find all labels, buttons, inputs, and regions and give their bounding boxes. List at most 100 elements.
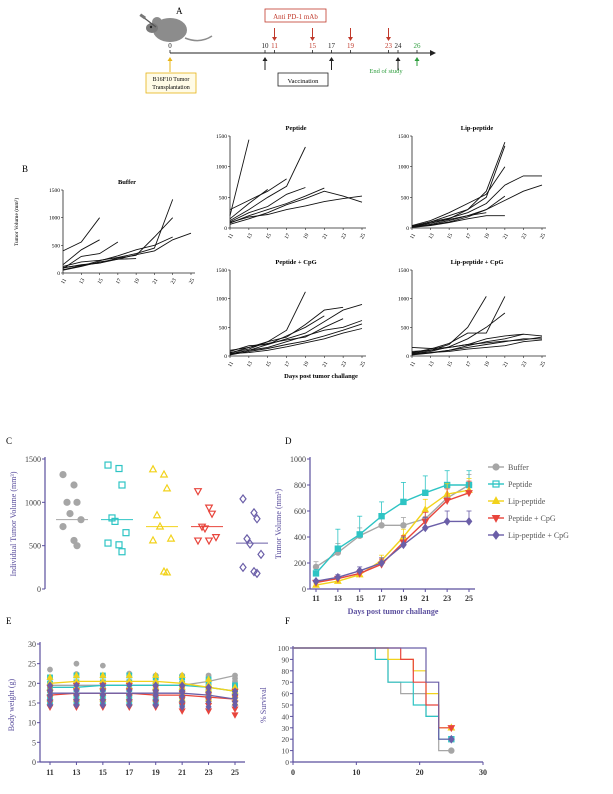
timeline-day-label: 0 [168, 42, 172, 50]
mouse-growth-line [411, 212, 487, 227]
data-point [179, 692, 186, 701]
data-point [47, 666, 53, 673]
data-point [250, 566, 258, 577]
series-line [315, 484, 469, 574]
y-tick-label: 5 [32, 738, 36, 747]
data-point [73, 681, 80, 690]
x-tick-label: 17 [465, 232, 473, 240]
x-tick-label: 15 [97, 277, 105, 285]
data-point [70, 536, 78, 545]
x-tick-label: 25 [539, 232, 547, 240]
data-point [118, 481, 126, 489]
vaccination-arrowhead [262, 57, 268, 61]
y-tick-label: 500 [29, 542, 41, 551]
panel-b-subplot: 0 500 1000 1500 11 13 15 17 19 21 23 25 Peptide + Cp… [216, 259, 367, 368]
vaccination-arrowhead [395, 57, 401, 61]
vaccination-label: Vaccination [288, 78, 319, 85]
data-point [312, 576, 320, 586]
data-point [73, 660, 80, 667]
y-tick-label: 400 [294, 533, 306, 542]
panel-b-ylabel: Tumor Volume (mm³) [13, 198, 20, 246]
x-tick-label: 21 [152, 277, 160, 285]
y-tick-label: 40 [282, 712, 290, 721]
panel-b-subplot: 0 500 1000 1500 11 13 15 17 19 21 23 25 Buffer [49, 179, 196, 285]
data-point [204, 504, 214, 513]
x-tick-label: 15 [99, 768, 107, 777]
data-point [152, 681, 159, 690]
panel-e-chart: 0 5 10 15 20 25 30 11 13 15 17 19 21 23 25 [28, 640, 245, 777]
data-point [152, 510, 162, 519]
mouse-growth-line [229, 318, 344, 351]
x-tick-label: 13 [428, 360, 436, 368]
x-tick-label: 13 [78, 277, 86, 285]
data-point [59, 471, 67, 479]
y-tick-label: 100 [278, 644, 290, 653]
x-tick-label: 19 [152, 768, 160, 777]
antibody-box [264, 8, 327, 23]
y-tick-label: 1500 [216, 268, 227, 274]
x-tick-label: 11 [227, 360, 235, 368]
mouse-growth-line [411, 336, 543, 349]
x-tick-label: 25 [359, 360, 367, 368]
y-tick-label: 1000 [216, 165, 227, 171]
data-point [99, 691, 106, 700]
x-tick-label: 17 [284, 360, 292, 368]
data-point [66, 509, 74, 518]
data-point [239, 562, 247, 573]
mouse-growth-line [229, 328, 363, 355]
y-tick-label: 15 [28, 699, 36, 708]
panel-c-chart: 0 500 1000 1500 [25, 455, 268, 594]
y-tick-label: 1000 [290, 455, 306, 464]
x-tick-label: 15 [356, 594, 364, 603]
transplant-box [145, 72, 197, 94]
x-tick-label: 21 [502, 232, 510, 240]
data-point [77, 516, 85, 524]
y-tick-label: 30 [28, 640, 36, 649]
timeline-day-label: 26 [414, 42, 422, 50]
data-point [205, 693, 212, 702]
panel-d-xlabel: Days post tumor challange [348, 607, 439, 616]
data-point [422, 489, 429, 497]
y-tick-label: 0 [37, 585, 41, 594]
x-tick-label: 17 [284, 232, 292, 240]
y-tick-label: 500 [219, 195, 228, 201]
y-tick-label: 0 [406, 226, 409, 232]
mouse-growth-line [411, 312, 506, 355]
transplant-label-1: B16F10 Tumor [153, 77, 190, 83]
timeline-day-label: 15 [309, 42, 317, 50]
panel-label-b: B [22, 164, 28, 174]
data-point [46, 700, 54, 709]
antibody-arrowhead [272, 37, 277, 41]
data-point [59, 522, 67, 531]
data-point [246, 539, 254, 549]
subplot-title: Peptide + CpG [275, 259, 316, 266]
data-point [465, 490, 473, 498]
data-point [99, 681, 106, 690]
x-tick-label: 11 [227, 232, 235, 240]
y-tick-label: 1500 [25, 455, 41, 464]
y-tick-label: 0 [406, 354, 409, 360]
x-tick-label: 17 [465, 360, 473, 368]
y-tick-label: 1000 [398, 297, 409, 303]
x-tick-label: 15 [265, 360, 273, 368]
mouse-growth-line [229, 187, 306, 223]
legend-swatch-marker [491, 514, 501, 523]
data-point [312, 563, 320, 571]
data-point [179, 697, 186, 706]
survival-end-marker [447, 725, 456, 733]
timeline-day-label: 10 [262, 42, 270, 50]
timeline-day-label: 24 [395, 42, 403, 50]
x-tick-label: 10 [352, 768, 360, 777]
data-point [73, 691, 80, 700]
y-tick-label: 1000 [25, 498, 41, 507]
series-line [315, 492, 470, 584]
data-point [99, 662, 106, 669]
x-tick-label: 19 [303, 360, 311, 368]
timeline-day-label: 23 [385, 42, 393, 50]
antibody-arrowhead [348, 37, 353, 41]
x-tick-label: 23 [205, 768, 213, 777]
x-tick-label: 19 [483, 232, 491, 240]
data-point [239, 493, 247, 504]
vaccination-box [277, 72, 329, 87]
x-tick-label: 13 [72, 768, 80, 777]
